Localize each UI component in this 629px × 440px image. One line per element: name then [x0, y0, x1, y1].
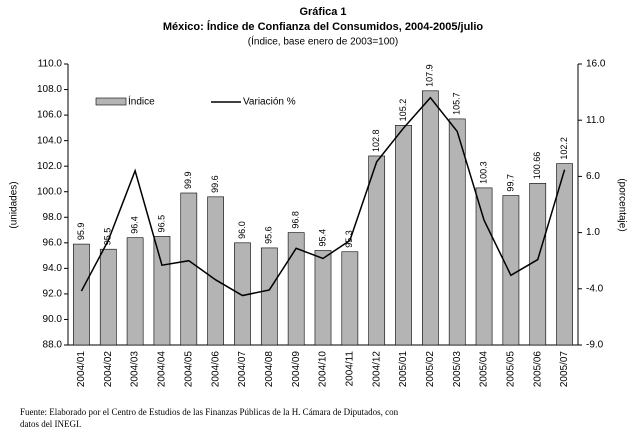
bar: [207, 196, 224, 346]
data-label: 95.9: [76, 223, 86, 241]
chart-subtitle: (Índice, base enero de 2003=100): [248, 35, 398, 48]
data-label: 99.6: [210, 175, 220, 193]
x-tick-label: 2004/07: [237, 351, 248, 388]
data-label: 95.4: [317, 229, 327, 247]
x-tick-label: 2004/10: [318, 351, 329, 388]
y-tick-label: 110.0: [38, 59, 63, 70]
line: [80, 96, 566, 297]
data-label: 95.3: [344, 230, 354, 248]
x-tick-label: 2004/08: [264, 351, 275, 388]
data-label: 95.5: [103, 228, 113, 246]
x-tick-label: 2004/01: [76, 351, 87, 388]
bar: [368, 155, 386, 346]
y2-tick-label: 6.0: [586, 171, 600, 182]
bar: [260, 247, 278, 346]
data-label: 96.8: [291, 211, 301, 229]
bar: [314, 250, 332, 346]
x-tick-label: 2004/12: [371, 351, 382, 388]
bar: [287, 232, 305, 346]
y2-tick-label: 16.0: [586, 59, 606, 70]
legend-label: Variación %: [243, 97, 296, 108]
data-label: 96.5: [156, 215, 166, 233]
bar: [395, 125, 412, 346]
y-tick-label: 98.0: [43, 212, 63, 223]
x-tick-label: 2004/06: [210, 351, 221, 388]
x-tick-label: 2005/01: [398, 351, 409, 388]
bar: [73, 243, 90, 346]
y-tick-label: 96.0: [43, 237, 63, 248]
data-label: 100.66: [532, 152, 542, 180]
x-tick-label: 2004/03: [130, 351, 141, 388]
y-tick-label: 92.0: [43, 289, 63, 300]
y-tick-label: 108.0: [37, 84, 62, 95]
x-tick-label: 2004/11: [344, 351, 355, 387]
bar: [422, 90, 439, 346]
data-label: 96.0: [237, 221, 247, 239]
y-tick-label: 88.0: [43, 340, 63, 351]
y-tick-label: 106.0: [37, 110, 62, 121]
footnote: Fuente: Elaborado por el Centro de Estud…: [20, 407, 399, 417]
chart-subtitle: México: Índice de Confianza del Consumid…: [163, 20, 484, 33]
data-label: 107.9: [425, 64, 435, 87]
x-tick-label: 2005/03: [452, 351, 463, 388]
x-tick-label: 2005/04: [479, 351, 490, 388]
bar: [502, 195, 520, 346]
bar: [126, 237, 144, 346]
y2-axis-label: (porcentaje): [616, 178, 627, 231]
data-label: 100.3: [478, 161, 488, 184]
data-label: 95.6: [264, 226, 274, 244]
chart-title: Gráfica 1: [299, 6, 346, 18]
x-tick-label: 2004/05: [183, 351, 194, 388]
y-tick-label: 94.0: [43, 263, 63, 274]
y-tick-label: 100.0: [37, 186, 62, 197]
footnote: datos del INEGI.: [20, 419, 81, 429]
x-tick-label: 2005/02: [425, 351, 436, 388]
data-label: 105.2: [398, 99, 408, 122]
y2-tick-label: -4.0: [586, 283, 604, 294]
x-tick-label: 2004/09: [291, 351, 302, 388]
y2-tick-label: 11.0: [586, 115, 605, 126]
y-axis-label: (unidades): [9, 181, 20, 228]
bar: [153, 236, 171, 346]
x-tick-label: 2005/05: [506, 351, 517, 388]
data-label: 105.7: [452, 92, 462, 115]
y-tick-label: 90.0: [43, 314, 63, 325]
y-tick-label: 102.0: [37, 161, 62, 172]
bar: [341, 251, 359, 346]
x-tick-label: 2005/06: [532, 351, 543, 388]
data-label: 99.9: [183, 171, 193, 189]
y-tick-label: 104.0: [37, 135, 62, 146]
bar: [99, 248, 117, 346]
legend-label: Índice: [128, 95, 155, 108]
data-label: 102.8: [371, 129, 381, 152]
y2-tick-label: -9.0: [586, 340, 604, 351]
bar: [556, 163, 573, 346]
bar: [529, 182, 547, 346]
data-label: 96.4: [129, 216, 139, 234]
bar: [180, 192, 198, 346]
bar: [475, 187, 493, 346]
y2-tick-label: 1.0: [586, 227, 600, 238]
bar: [448, 118, 466, 346]
x-tick-label: 2005/07: [559, 351, 570, 388]
x-tick-label: 2004/04: [157, 351, 168, 388]
data-label: 102.2: [559, 137, 569, 160]
data-label: 99.7: [505, 174, 515, 192]
x-tick-label: 2004/02: [103, 351, 114, 388]
legend-swatch: [95, 97, 127, 106]
